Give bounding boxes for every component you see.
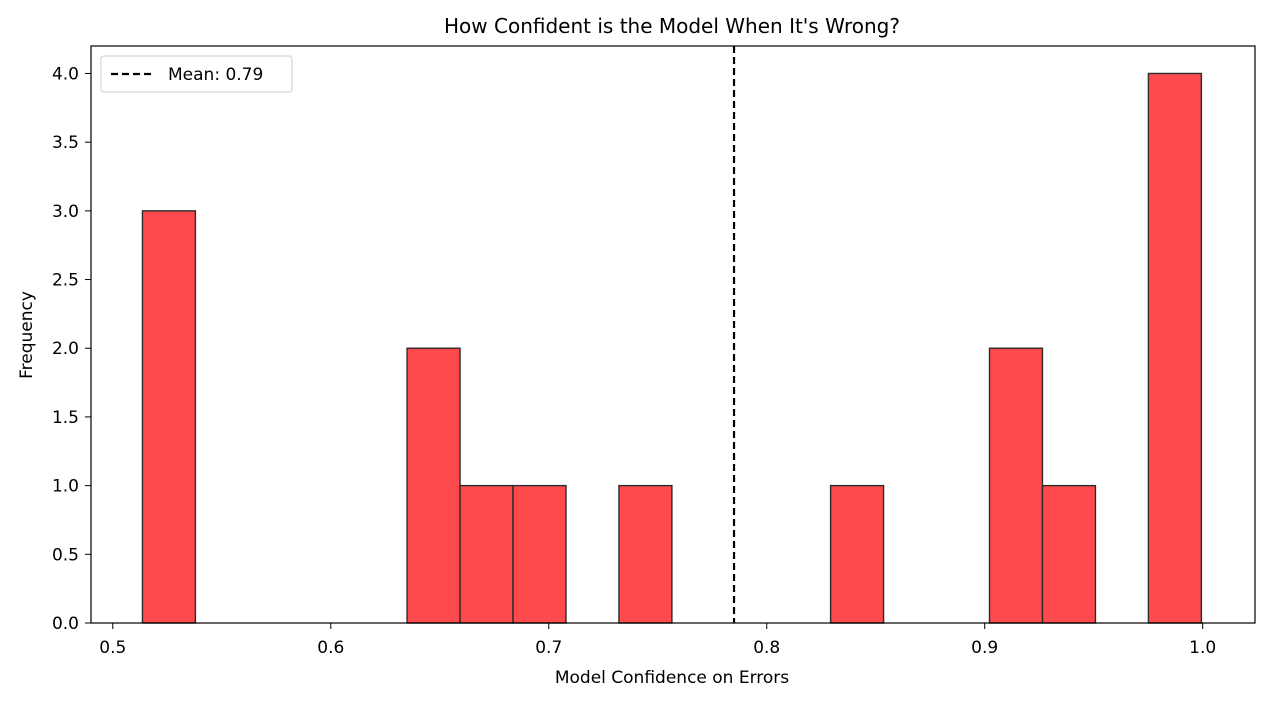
legend-box	[100, 55, 293, 93]
y-axis-ticks: 0.0 0.5 1.0 1.5 2.0 2.5 3.0 3.5 4.0	[52, 64, 91, 634]
x-axis-label: Model Confidence on Errors	[555, 668, 789, 688]
histogram-bar	[1041, 484, 1097, 624]
legend: Mean: 0.79	[100, 55, 293, 93]
x-tick-label: 0.8	[753, 638, 780, 658]
histogram-bar	[406, 347, 461, 624]
bars-group	[141, 72, 1203, 624]
x-tick-label: 1.0	[1189, 638, 1216, 658]
histogram-bar	[141, 210, 197, 624]
histogram-bar	[618, 484, 673, 624]
x-tick-label: 0.7	[535, 638, 562, 658]
y-tick-label: 3.0	[52, 202, 79, 222]
x-tick-label: 0.6	[317, 638, 344, 658]
chart-title: How Confident is the Model When It's Wro…	[444, 14, 900, 38]
y-tick-label: 2.5	[52, 271, 79, 291]
x-tick-label: 0.9	[971, 638, 998, 658]
histogram-bar	[988, 347, 1044, 624]
y-tick-label: 1.5	[52, 408, 79, 428]
y-tick-label: 2.0	[52, 339, 79, 359]
y-axis-label: Frequency	[17, 291, 37, 379]
histogram-bar	[512, 484, 567, 624]
y-tick-label: 1.0	[52, 477, 79, 497]
histogram-bar	[829, 484, 885, 624]
plot-frame	[90, 45, 1256, 624]
legend-mean-label: Mean: 0.79	[168, 65, 263, 85]
histogram-bar	[459, 484, 514, 624]
y-tick-label: 0.0	[52, 614, 79, 634]
x-axis-ticks: 0.5 0.6 0.7 0.8 0.9 1.0	[99, 623, 1216, 658]
y-tick-label: 3.5	[52, 133, 79, 153]
y-tick-label: 0.5	[52, 545, 79, 565]
histogram-bar	[1147, 72, 1203, 624]
x-tick-label: 0.5	[99, 638, 126, 658]
y-tick-label: 4.0	[52, 64, 79, 84]
